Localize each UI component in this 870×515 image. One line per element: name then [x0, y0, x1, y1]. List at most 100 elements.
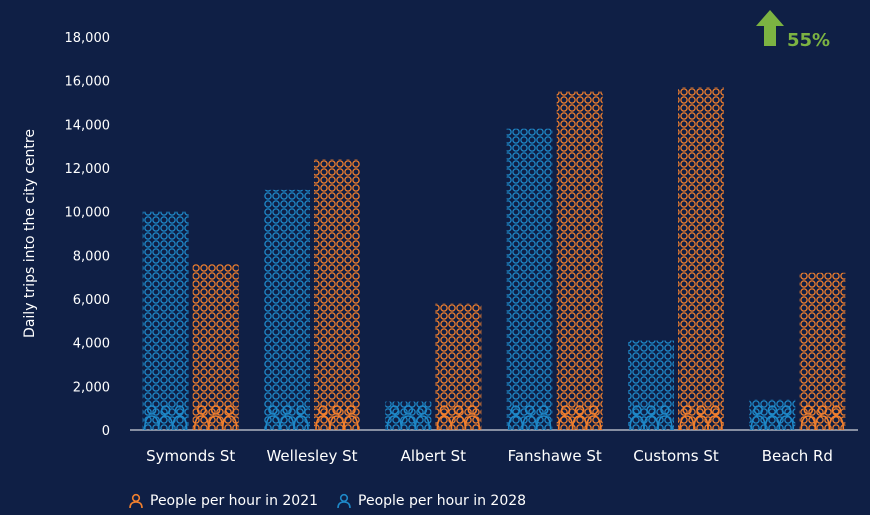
person-icon [710, 405, 720, 415]
person-icon [707, 415, 723, 431]
x-category-label: Symonds St [146, 447, 235, 465]
y-tick-label: 10,000 [65, 206, 111, 221]
x-category-label: Customs St [633, 447, 719, 465]
y-tick-label: 16,000 [65, 75, 111, 90]
person-icon [439, 405, 450, 415]
person-icon [521, 415, 538, 431]
person-icon [296, 405, 306, 415]
person-icon [538, 405, 549, 415]
y-tick-label: 2,000 [73, 380, 110, 395]
person-icon [557, 415, 574, 431]
person-icon [467, 405, 478, 415]
x-category-label: Wellesley St [266, 447, 357, 465]
y-tick-label: 0 [102, 424, 110, 439]
person-icon [817, 405, 828, 415]
person-icon [781, 405, 792, 415]
legend-label-2021: People per hour in 2021 [150, 493, 319, 509]
person-icon [400, 415, 417, 431]
person-icon [224, 405, 235, 415]
person-icon [318, 405, 328, 415]
bar-group [264, 189, 310, 431]
bar [192, 264, 239, 430]
person-icon [679, 415, 695, 431]
bar-group [192, 264, 239, 431]
x-category-label: Beach Rd [762, 447, 833, 465]
y-tick-label: 8,000 [73, 249, 110, 264]
bar-group [506, 128, 553, 431]
up-arrow-icon [756, 10, 784, 46]
person-icon [193, 415, 210, 431]
person-icon [629, 415, 645, 431]
y-tick-label: 12,000 [65, 162, 111, 177]
person-icon [268, 405, 278, 415]
person-icon [129, 493, 143, 509]
person-icon [764, 415, 781, 431]
person-icon [453, 405, 464, 415]
person-icon [507, 415, 524, 431]
person-icon [389, 405, 400, 415]
person-icon [143, 415, 160, 431]
person-icon [657, 415, 673, 431]
person-icon [343, 415, 359, 431]
person-icon [588, 405, 599, 415]
person-icon [210, 405, 221, 415]
person-icon [767, 405, 778, 415]
person-icon [160, 405, 171, 415]
person-icon [171, 415, 188, 431]
y-tick-label: 6,000 [73, 293, 110, 308]
person-icon [535, 415, 552, 431]
person-icon [332, 405, 342, 415]
person-icon [436, 415, 453, 431]
bar-group [142, 211, 189, 431]
person-icon [464, 415, 481, 431]
person-icon [828, 415, 845, 431]
person-icon [315, 415, 331, 431]
person-icon [329, 415, 345, 431]
bar [628, 340, 674, 430]
y-tick-label: 18,000 [65, 31, 111, 46]
bar [314, 159, 360, 430]
bar-group [749, 399, 796, 431]
bar-group [678, 87, 724, 431]
person-icon [146, 405, 157, 415]
person-icon [279, 415, 295, 431]
person-icon [803, 405, 814, 415]
person-icon [174, 405, 185, 415]
person-icon [660, 405, 670, 415]
person-icon [157, 415, 174, 431]
bar [264, 189, 310, 430]
person-icon [585, 415, 602, 431]
person-icon [293, 415, 309, 431]
growth-percentage: 55% [787, 30, 830, 51]
person-icon [632, 405, 642, 415]
y-axis-label: Daily trips into the city centre [22, 129, 38, 338]
bar-group [385, 401, 432, 431]
person-icon [571, 415, 588, 431]
bar [506, 128, 553, 430]
person-icon [574, 405, 585, 415]
bar-chart: 0 2,000 4,000 6,000 8,000 10,000 12,000 14,000 1… [22, 10, 858, 465]
growth-annotation: 55% [756, 10, 830, 51]
person-icon [450, 415, 467, 431]
legend-label-2028: People per hour in 2028 [358, 493, 527, 509]
person-icon [386, 415, 403, 431]
person-icon [346, 405, 356, 415]
y-tick-label: 4,000 [73, 337, 110, 352]
bar-group [556, 91, 603, 431]
person-icon [196, 405, 207, 415]
person-icon [221, 415, 238, 431]
person-icon [510, 405, 521, 415]
x-category-label: Albert St [401, 447, 467, 465]
x-category-label: Fanshawe St [508, 447, 602, 465]
person-icon [207, 415, 224, 431]
bar-group [799, 272, 846, 431]
person-icon [646, 405, 656, 415]
person-icon [750, 415, 767, 431]
person-icon [831, 405, 842, 415]
bar [556, 91, 603, 430]
person-icon [337, 493, 351, 509]
y-tick-label: 14,000 [65, 118, 111, 133]
person-icon [696, 405, 706, 415]
person-icon [414, 415, 431, 431]
person-icon [524, 405, 535, 415]
